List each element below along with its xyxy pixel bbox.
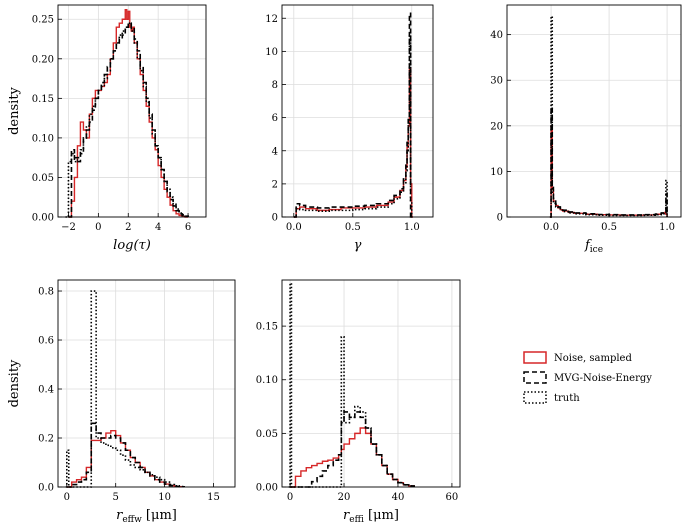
x-tick-label: 0 bbox=[95, 222, 101, 233]
series-mvg-noise-energy-line bbox=[66, 422, 185, 488]
series-noise-sampled-line bbox=[290, 427, 415, 488]
x-tick-label: 0.0 bbox=[286, 222, 302, 233]
x-tick-label: 6 bbox=[185, 222, 191, 233]
series-truth-line bbox=[293, 34, 413, 218]
x-tick-label: 1.0 bbox=[404, 222, 420, 233]
subplot-4: 0 5 10 15 0.0 0.2 0.4 0.6 0.8 reffw [μm] density bbox=[7, 279, 236, 525]
x-tick-label: 0.0 bbox=[543, 222, 559, 233]
axes-frame bbox=[281, 279, 461, 488]
y-tick-label: 6 bbox=[272, 113, 278, 124]
y-tick-label: 0.10 bbox=[256, 375, 278, 386]
x-tick-label: 10 bbox=[158, 492, 171, 503]
x-axis-label: γ bbox=[354, 238, 362, 253]
x-tick-label: 1.0 bbox=[659, 222, 675, 233]
x-tick-label: 0 bbox=[64, 492, 70, 503]
legend-entry-mvg-noise-energy: MVG-Noise-Energy bbox=[523, 371, 652, 384]
x-tick-label: 20 bbox=[338, 492, 351, 503]
x-tick-label: 15 bbox=[207, 492, 220, 503]
x-axis-label: reffw [μm] bbox=[116, 508, 177, 525]
subplot-3: 0.0 0.5 1.0 0 10 20 30 40 fice bbox=[490, 4, 682, 255]
y-tick-label: 0.25 bbox=[32, 15, 54, 26]
y-tick-label: 12 bbox=[265, 14, 278, 25]
panels: −2 0 2 4 60.000.050.100.150.200.25log(τ)dens… bbox=[7, 4, 682, 525]
legend-swatch-truth bbox=[523, 391, 547, 404]
y-tick-label: 0 bbox=[497, 213, 503, 224]
y-tick-label: 0.15 bbox=[256, 322, 278, 333]
series-noise-sampled-line bbox=[293, 67, 413, 218]
y-tick-label: 0.8 bbox=[38, 287, 54, 298]
series-truth-line bbox=[288, 282, 415, 488]
y-tick-label: 0 bbox=[272, 213, 278, 224]
legend-entry-truth: truth bbox=[523, 391, 580, 404]
x-tick-label: 60 bbox=[446, 492, 459, 503]
y-tick-label: 2 bbox=[272, 179, 278, 190]
y-axis-label: density bbox=[7, 86, 22, 134]
series-mvg-noise-energy-line bbox=[293, 12, 413, 218]
x-tick-label: 2 bbox=[125, 222, 131, 233]
y-axis-label: density bbox=[7, 359, 22, 407]
y-tick-label: 10 bbox=[490, 167, 503, 178]
axes-frame bbox=[57, 4, 207, 218]
y-tick-label: 30 bbox=[490, 76, 503, 87]
subplot-1: −2 0 2 4 6 0.00 0.05 0.10 0.15 0.20 0.25 log(τ) dens… bbox=[7, 4, 207, 253]
subplot-5: 0 20 40 60 0.00 0.05 0.10 0.15 reffi [μm] bbox=[256, 279, 461, 525]
y-tick-label: 0.20 bbox=[32, 54, 54, 65]
y-tick-label: 10 bbox=[265, 47, 278, 58]
series-noise-sampled-line bbox=[66, 429, 185, 488]
y-tick-label: 0.4 bbox=[38, 385, 54, 396]
legend-label-truth: truth bbox=[554, 393, 580, 404]
legend-label-mvg-noise-energy: MVG-Noise-Energy bbox=[554, 373, 652, 384]
axes-frame bbox=[57, 279, 236, 488]
legend-swatch-noise-sampled bbox=[523, 351, 547, 364]
y-tick-label: 0.6 bbox=[38, 336, 54, 347]
series-mvg-noise-energy-line bbox=[549, 106, 668, 218]
subplot-2: 0.0 0.5 1.0 0 2 4 6 8 10 12 γ bbox=[265, 4, 434, 253]
legend: Noise, sampled MVG-Noise-Energy truth bbox=[523, 351, 652, 404]
x-tick-label: 5 bbox=[113, 492, 119, 503]
x-axis-label: reffi [μm] bbox=[343, 508, 399, 525]
y-tick-label: 8 bbox=[272, 80, 278, 91]
x-tick-label: −2 bbox=[61, 222, 76, 233]
legend-entry-noise-sampled: Noise, sampled bbox=[523, 351, 632, 364]
y-tick-label: 20 bbox=[490, 121, 503, 132]
y-tick-label: 4 bbox=[272, 146, 278, 157]
y-tick-label: 0.2 bbox=[38, 434, 54, 445]
y-tick-label: 0.05 bbox=[32, 173, 54, 184]
x-axis-label: log(τ) bbox=[113, 238, 151, 253]
y-tick-label: 0.10 bbox=[32, 133, 54, 144]
y-tick-label: 0.0 bbox=[38, 483, 54, 494]
y-tick-label: 0.00 bbox=[32, 213, 54, 224]
x-tick-label: 0.5 bbox=[345, 222, 361, 233]
series-mvg-noise-energy-line bbox=[290, 411, 415, 488]
axes-frame bbox=[281, 4, 434, 218]
legend-swatch-mvg-noise-energy bbox=[523, 371, 547, 384]
series-truth-line bbox=[65, 22, 189, 218]
x-tick-label: 0 bbox=[287, 492, 293, 503]
y-tick-label: 0.00 bbox=[256, 483, 278, 494]
axes-frame bbox=[506, 4, 682, 218]
y-tick-label: 0.15 bbox=[32, 94, 54, 105]
x-tick-label: 0.5 bbox=[601, 222, 617, 233]
x-tick-label: 4 bbox=[155, 222, 161, 233]
y-tick-label: 0.05 bbox=[256, 429, 278, 440]
legend-label-noise-sampled: Noise, sampled bbox=[554, 353, 632, 364]
x-tick-label: 40 bbox=[392, 492, 405, 503]
series-truth-line bbox=[549, 15, 668, 218]
x-axis-label: fice bbox=[584, 238, 603, 255]
y-tick-label: 40 bbox=[490, 30, 503, 41]
